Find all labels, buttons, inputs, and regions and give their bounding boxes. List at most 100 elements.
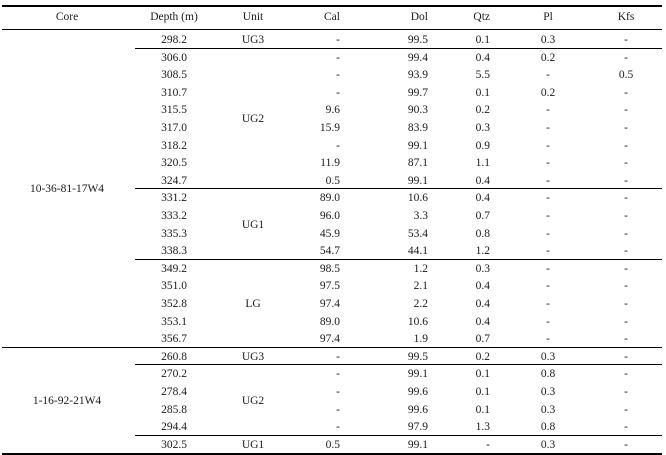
cell-cal: - bbox=[336, 386, 340, 398]
cell-dol: 99.5 bbox=[407, 34, 428, 46]
cell-qtz: 0.1 bbox=[475, 386, 490, 398]
cell-kfs: - bbox=[624, 210, 628, 222]
cell-depth: 349.2 bbox=[161, 262, 187, 275]
cell-core: 1-16-92-21W4 bbox=[32, 394, 102, 407]
cell-qtz: - bbox=[486, 438, 490, 451]
header-unit: Unit bbox=[242, 11, 264, 23]
cell-kfs: - bbox=[624, 86, 628, 99]
cell-depth: 335.3 bbox=[161, 227, 187, 240]
cell-dol: 1.9 bbox=[413, 333, 428, 346]
cell-kfs: - bbox=[624, 104, 628, 117]
cell-depth: 270.2 bbox=[161, 368, 187, 381]
cell-pl: 0.2 bbox=[540, 86, 556, 99]
cell-pl: 0.2 bbox=[540, 51, 556, 64]
cell-pl: 0.3 bbox=[540, 386, 556, 398]
header-rule bbox=[2, 29, 662, 30]
cell-cal: 54.7 bbox=[319, 245, 340, 258]
cell-pl: 0.3 bbox=[540, 350, 556, 363]
cell-cal: 97.4 bbox=[319, 298, 340, 310]
cell-depth: 306.0 bbox=[161, 51, 187, 64]
cell-pl: - bbox=[546, 262, 550, 275]
cell-cal: 96.0 bbox=[319, 210, 340, 222]
cell-dol: 10.6 bbox=[407, 315, 428, 328]
cell-unit: UG2 bbox=[241, 113, 265, 125]
header-dol: Dol bbox=[410, 11, 428, 23]
cell-pl: - bbox=[546, 157, 550, 170]
cell-unit: UG1 bbox=[241, 218, 265, 231]
cell-cal: 11.9 bbox=[320, 157, 340, 170]
cell-pl: - bbox=[546, 122, 550, 134]
cell-dol: 99.1 bbox=[407, 139, 428, 152]
cell-kfs: - bbox=[624, 333, 628, 346]
cell-unit: UG3 bbox=[241, 33, 265, 46]
cell-kfs: - bbox=[624, 350, 628, 363]
cell-cal: - bbox=[336, 350, 340, 363]
cell-cal: - bbox=[336, 34, 340, 46]
cell-depth: 351.0 bbox=[161, 280, 187, 293]
cell-qtz: 0.1 bbox=[475, 368, 490, 381]
cell-dol: 90.3 bbox=[407, 104, 428, 117]
cell-depth: 278.4 bbox=[161, 386, 187, 398]
cell-cal: - bbox=[336, 86, 340, 99]
cell-pl: 0.8 bbox=[540, 368, 556, 381]
cell-kfs: - bbox=[624, 157, 628, 170]
cell-kfs: - bbox=[624, 298, 628, 310]
cell-qtz: 5.5 bbox=[475, 69, 490, 82]
cell-pl: - bbox=[546, 333, 550, 346]
cell-cal: 15.9 bbox=[319, 122, 340, 134]
cell-dol: 1.2 bbox=[413, 262, 428, 275]
cell-dol: 3.3 bbox=[413, 210, 428, 222]
cell-depth: 310.7 bbox=[161, 86, 187, 99]
cell-pl: - bbox=[546, 298, 550, 310]
cell-pl: - bbox=[546, 69, 550, 82]
cell-depth: 318.2 bbox=[161, 139, 187, 152]
cell-kfs: - bbox=[624, 139, 628, 152]
cell-unit: LG bbox=[245, 297, 261, 310]
cell-cal: 45.9 bbox=[319, 227, 340, 240]
cell-depth: 285.8 bbox=[161, 403, 187, 416]
unit-separator-rule bbox=[135, 434, 662, 436]
cell-dol: 99.5 bbox=[407, 350, 428, 363]
cell-depth: 315.5 bbox=[161, 104, 187, 117]
cell-pl: 0.3 bbox=[540, 438, 556, 451]
cell-kfs: - bbox=[624, 315, 628, 328]
cell-kfs: - bbox=[624, 280, 628, 293]
cell-qtz: 1.3 bbox=[475, 421, 490, 434]
cell-pl: - bbox=[546, 192, 550, 205]
cell-kfs: - bbox=[624, 227, 628, 240]
cell-depth: 260.8 bbox=[161, 350, 187, 363]
cell-depth: 353.1 bbox=[161, 315, 187, 328]
cell-unit: UG2 bbox=[241, 394, 265, 407]
cell-kfs: - bbox=[624, 421, 628, 434]
cell-dol: 93.9 bbox=[407, 69, 428, 82]
cell-unit: UG3 bbox=[241, 350, 265, 363]
cell-dol: 99.7 bbox=[407, 86, 428, 99]
cell-pl: - bbox=[546, 174, 550, 187]
cell-unit: UG1 bbox=[241, 438, 265, 451]
cell-kfs: - bbox=[624, 368, 628, 381]
cell-qtz: 0.7 bbox=[475, 210, 490, 222]
unit-separator-rule bbox=[135, 188, 662, 190]
cell-pl: 0.3 bbox=[540, 403, 556, 416]
cell-kfs: 0.5 bbox=[618, 69, 634, 82]
cell-dol: 53.4 bbox=[407, 227, 428, 240]
cell-qtz: 0.4 bbox=[475, 174, 490, 187]
cell-depth: 324.7 bbox=[161, 174, 187, 187]
cell-qtz: 0.4 bbox=[475, 51, 490, 64]
cell-qtz: 0.4 bbox=[475, 298, 490, 310]
header-pl: Pl bbox=[543, 11, 553, 23]
cell-depth: 333.2 bbox=[161, 210, 187, 222]
cell-pl: - bbox=[546, 210, 550, 222]
cell-depth: 302.5 bbox=[161, 438, 187, 451]
cell-qtz: 0.4 bbox=[475, 192, 490, 205]
cell-cal: 9.6 bbox=[325, 104, 340, 117]
cell-pl: - bbox=[546, 315, 550, 328]
cell-qtz: 0.4 bbox=[475, 280, 490, 293]
core-separator-rule bbox=[2, 346, 662, 348]
cell-kfs: - bbox=[624, 403, 628, 416]
cell-pl: - bbox=[546, 227, 550, 240]
header-cal: Cal bbox=[324, 11, 340, 23]
cell-cal: 0.5 bbox=[325, 174, 340, 187]
cell-dol: 99.1 bbox=[407, 368, 428, 381]
cell-cal: 0.5 bbox=[325, 438, 340, 451]
